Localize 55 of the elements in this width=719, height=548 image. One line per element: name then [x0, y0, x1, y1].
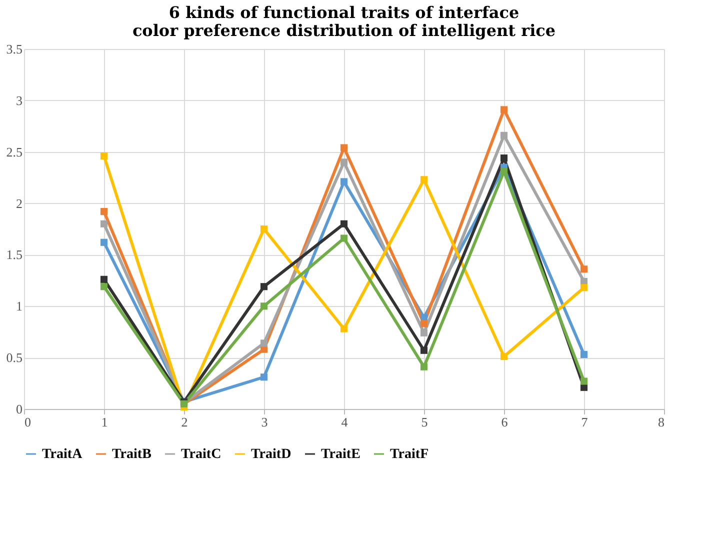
y-tick-label: 3: [16, 92, 22, 108]
point: [500, 132, 508, 139]
point: [100, 208, 108, 216]
y-tick-label: 2: [16, 196, 22, 211]
point: [100, 238, 108, 246]
point: [580, 378, 588, 385]
point: [340, 178, 348, 186]
point: [260, 374, 268, 381]
point: [500, 154, 508, 162]
point: [100, 276, 108, 283]
y-tick-label: 2.5: [6, 144, 22, 160]
x-tick-label: 2: [181, 414, 188, 430]
x-tick-label: 5: [421, 414, 428, 430]
x-tick-label: 3: [261, 414, 268, 430]
y-tick-label: 1.5: [6, 247, 22, 262]
point: [100, 152, 108, 160]
point: [340, 144, 348, 152]
chart-title: 6 kinds of functional traits of interface color preference distribution of intelligent rice: [132, 3, 556, 40]
point: [100, 220, 108, 228]
legend-label: TraitE: [321, 447, 360, 462]
y-tick-label: 0.5: [6, 350, 22, 366]
legend-label: TraitB: [112, 447, 152, 462]
legend-label: TraitF: [390, 447, 429, 462]
x-tick-label: 1: [101, 414, 108, 430]
x-tick-label: 6: [501, 414, 508, 430]
point: [340, 325, 348, 332]
x-tick-label: 7: [581, 414, 588, 430]
point: [260, 340, 268, 347]
point: [340, 234, 348, 242]
point: [580, 284, 588, 292]
point: [500, 106, 508, 114]
point: [420, 329, 428, 336]
point: [260, 346, 268, 353]
x-tick-label: 4: [341, 414, 348, 430]
y-tick-label: 0: [16, 402, 22, 416]
point: [580, 350, 588, 358]
point: [580, 266, 588, 273]
legend-label: TraitD: [251, 447, 292, 462]
point: [260, 283, 268, 290]
point: [420, 176, 428, 184]
point: [500, 168, 508, 175]
point: [500, 353, 508, 360]
legend-label: TraitC: [181, 447, 222, 462]
point: [420, 346, 428, 354]
legend-label: TraitA: [42, 447, 84, 462]
point: [100, 283, 108, 290]
point: [420, 320, 428, 328]
y-tick-label: 3.5: [6, 42, 22, 56]
point: [260, 225, 268, 233]
x-tick-label: 8: [658, 414, 664, 430]
point: [340, 220, 348, 228]
point: [340, 158, 348, 166]
point: [260, 302, 268, 310]
point: [420, 363, 428, 370]
y-tick-label: 1: [16, 298, 22, 314]
